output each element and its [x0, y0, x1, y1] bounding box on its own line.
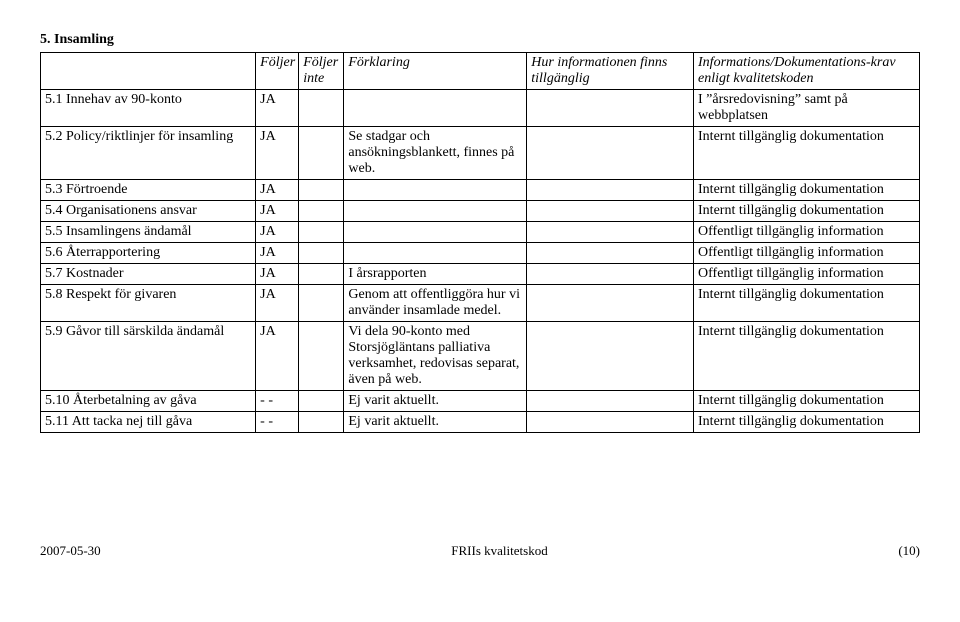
cell-label: 5.7 Kostnader — [41, 264, 256, 285]
col-forklaring: Förklaring — [344, 53, 527, 90]
col-tillganglig: Hur informationen finns tillgänglig — [527, 53, 694, 90]
cell-avail — [527, 285, 694, 322]
cell-f1: JA — [256, 180, 299, 201]
cell-label: 5.6 Återrapportering — [41, 243, 256, 264]
page-footer: 2007-05-30 FRIIs kvalitetskod (10) — [40, 543, 920, 559]
cell-f2 — [299, 90, 344, 127]
cell-avail — [527, 412, 694, 433]
col-label — [41, 53, 256, 90]
section-title: 5. Insamling — [40, 32, 920, 48]
insamling-table: Följer Följer inte Förklaring Hur inform… — [40, 52, 920, 433]
table-row: 5.11 Att tacka nej till gåva- - Ej varit … — [41, 412, 920, 433]
cell-label: 5.2 Policy/riktlinjer för insamling — [41, 127, 256, 180]
cell-expl: Se stadgar och ansökningsblankett, finne… — [344, 127, 527, 180]
cell-f1: JA — [256, 90, 299, 127]
cell-avail — [527, 180, 694, 201]
table-row: 5.3 FörtroendeJA Internt tillgänglig doku… — [41, 180, 920, 201]
cell-label: 5.10 Återbetalning av gåva — [41, 391, 256, 412]
cell-req: Internt tillgänglig dokumentation — [694, 127, 920, 180]
table-row: 5.10 Återbetalning av gåva- - Ej varit ak… — [41, 391, 920, 412]
table-row: 5.4 Organisationens ansvarJA Internt till… — [41, 201, 920, 222]
cell-f1: JA — [256, 243, 299, 264]
table-body: 5.1 Innehav av 90-kontoJAI ”årsredovisni… — [41, 90, 920, 433]
cell-req: Internt tillgänglig dokumentation — [694, 201, 920, 222]
cell-label: 5.5 Insamlingens ändamål — [41, 222, 256, 243]
cell-expl — [344, 243, 527, 264]
col-foljer-inte: Följer inte — [299, 53, 344, 90]
cell-avail — [527, 90, 694, 127]
cell-req: Offentligt tillgänglig information — [694, 222, 920, 243]
cell-avail — [527, 127, 694, 180]
table-row: 5.7 KostnaderJA I årsrapporten Offentligt … — [41, 264, 920, 285]
cell-f1: JA — [256, 201, 299, 222]
cell-label: 5.11 Att tacka nej till gåva — [41, 412, 256, 433]
table-row: 5.6 ÅterrapporteringJA Offentligt tillgän… — [41, 243, 920, 264]
cell-f2 — [299, 243, 344, 264]
cell-f1: JA — [256, 222, 299, 243]
cell-req: Internt tillgänglig dokumentation — [694, 285, 920, 322]
cell-f2 — [299, 222, 344, 243]
cell-label: 5.1 Innehav av 90-konto — [41, 90, 256, 127]
table-row: 5.2 Policy/riktlinjer för insamlingJA Se … — [41, 127, 920, 180]
cell-req: Internt tillgänglig dokumentation — [694, 412, 920, 433]
cell-f2 — [299, 322, 344, 391]
cell-req: Internt tillgänglig dokumentation — [694, 180, 920, 201]
cell-req: I ”årsredovisning” samt på webbplatsen — [694, 90, 920, 127]
cell-expl: Ej varit aktuellt. — [344, 412, 527, 433]
cell-avail — [527, 264, 694, 285]
cell-f2 — [299, 285, 344, 322]
footer-date: 2007-05-30 — [40, 543, 101, 559]
cell-expl — [344, 201, 527, 222]
cell-label: 5.4 Organisationens ansvar — [41, 201, 256, 222]
col-foljer: Följer — [256, 53, 299, 90]
cell-expl: Genom att offentliggöra hur vi använder … — [344, 285, 527, 322]
cell-req: Internt tillgänglig dokumentation — [694, 322, 920, 391]
cell-label: 5.8 Respekt för givaren — [41, 285, 256, 322]
cell-f1: - - — [256, 412, 299, 433]
cell-avail — [527, 243, 694, 264]
cell-f1: - - — [256, 391, 299, 412]
cell-f2 — [299, 412, 344, 433]
cell-f2 — [299, 127, 344, 180]
cell-avail — [527, 322, 694, 391]
cell-expl: Vi dela 90-konto med Storsjögläntans pal… — [344, 322, 527, 391]
cell-avail — [527, 201, 694, 222]
table-row: 5.8 Respekt för givarenJA Genom att offen… — [41, 285, 920, 322]
footer-page: (10) — [898, 543, 920, 559]
cell-f2 — [299, 264, 344, 285]
cell-f1: JA — [256, 322, 299, 391]
cell-f2 — [299, 180, 344, 201]
cell-expl: Ej varit aktuellt. — [344, 391, 527, 412]
cell-req: Internt tillgänglig dokumentation — [694, 391, 920, 412]
table-header-row: Följer Följer inte Förklaring Hur inform… — [41, 53, 920, 90]
table-row: 5.9 Gåvor till särskilda ändamålJA Vi del… — [41, 322, 920, 391]
cell-label: 5.9 Gåvor till särskilda ändamål — [41, 322, 256, 391]
footer-title: FRIIs kvalitetskod — [451, 543, 547, 559]
cell-expl — [344, 222, 527, 243]
table-row: 5.5 Insamlingens ändamålJA Offentligt til… — [41, 222, 920, 243]
cell-req: Offentligt tillgänglig information — [694, 264, 920, 285]
cell-label: 5.3 Förtroende — [41, 180, 256, 201]
cell-req: Offentligt tillgänglig information — [694, 243, 920, 264]
cell-f1: JA — [256, 264, 299, 285]
table-row: 5.1 Innehav av 90-kontoJA I ”årsredovisni… — [41, 90, 920, 127]
cell-avail — [527, 391, 694, 412]
cell-avail — [527, 222, 694, 243]
cell-expl — [344, 90, 527, 127]
cell-f2 — [299, 391, 344, 412]
cell-f2 — [299, 201, 344, 222]
cell-expl: I årsrapporten — [344, 264, 527, 285]
cell-f1: JA — [256, 285, 299, 322]
cell-f1: JA — [256, 127, 299, 180]
cell-expl — [344, 180, 527, 201]
col-krav: Informations/Dokumentations-krav enligt … — [694, 53, 920, 90]
